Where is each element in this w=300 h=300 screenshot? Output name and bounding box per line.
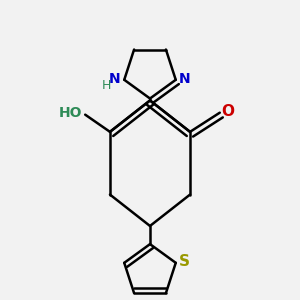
- Text: S: S: [179, 254, 190, 269]
- Text: H: H: [102, 79, 111, 92]
- Text: N: N: [179, 72, 191, 86]
- Text: N: N: [109, 72, 121, 86]
- Text: O: O: [221, 104, 234, 119]
- Text: HO: HO: [58, 106, 82, 120]
